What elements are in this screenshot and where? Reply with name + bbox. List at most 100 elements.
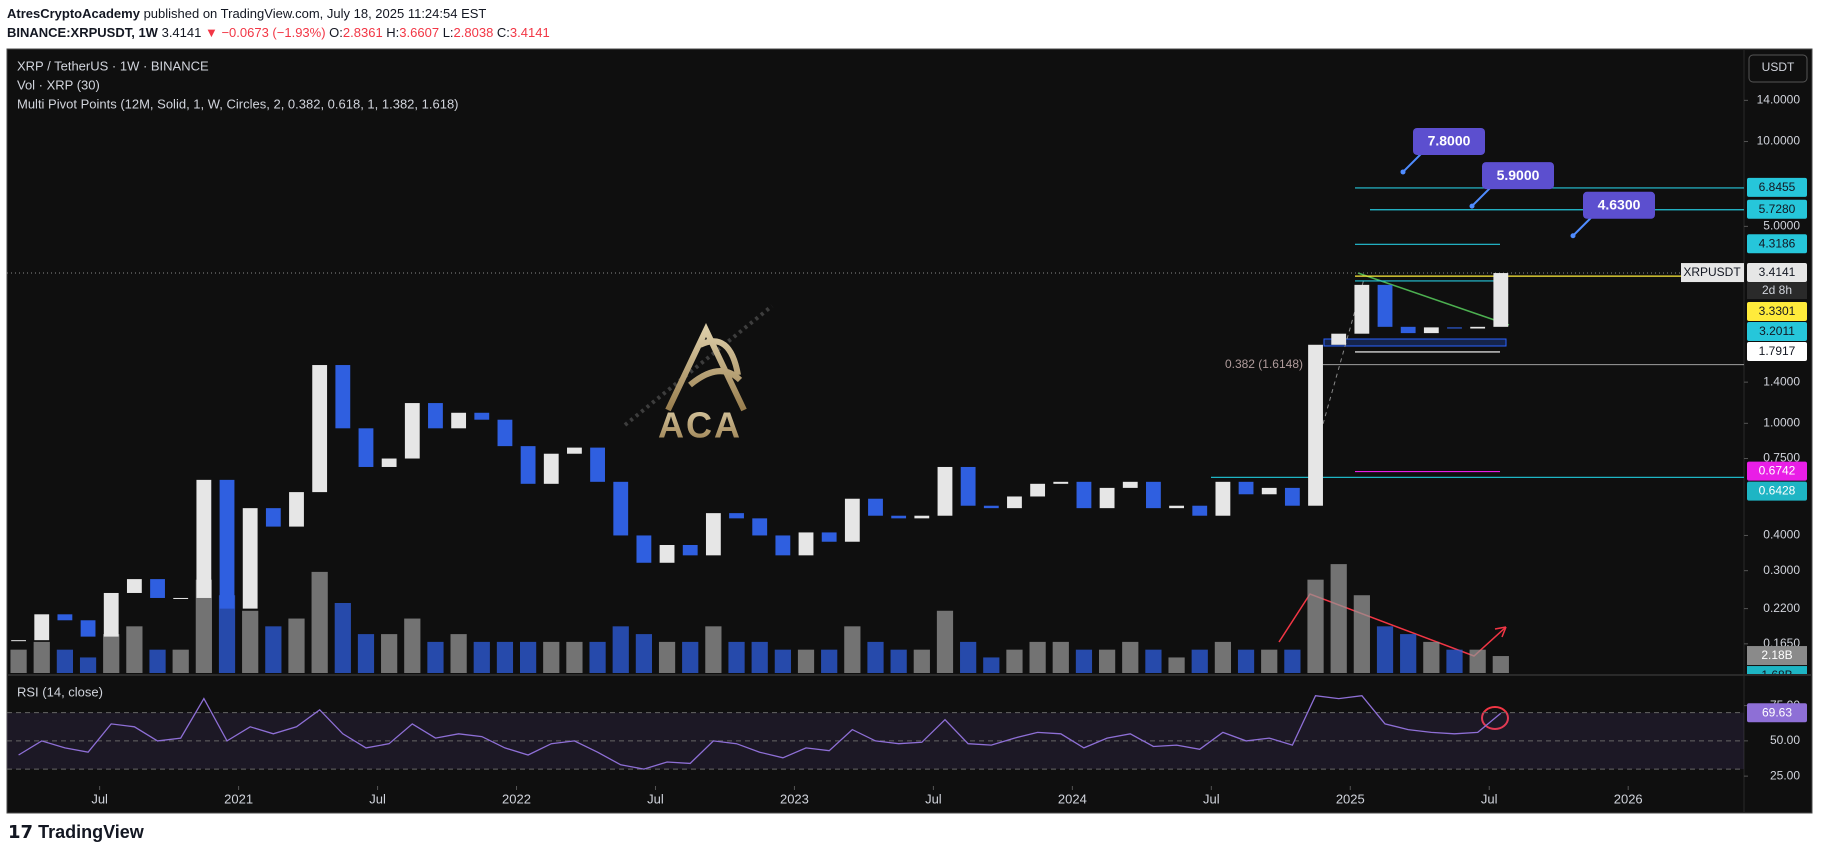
price-tag-label: 5.7280 [1759, 202, 1796, 216]
rsi-circle [1481, 706, 1509, 730]
candle [219, 479, 235, 609]
volume-bar [1376, 626, 1394, 673]
candle [1099, 487, 1115, 509]
change: ▼ −0.0673 (−1.93%) [204, 25, 326, 40]
price-tag-label: 3.4141 [1759, 265, 1796, 279]
candle [80, 620, 96, 637]
volume-bar [149, 649, 166, 673]
y-tick-label: 1.4000 [1763, 374, 1800, 388]
volume-bar [218, 595, 236, 673]
x-tick-label: Jul [1203, 791, 1220, 806]
callout-box [1583, 191, 1655, 219]
candle [34, 614, 50, 641]
price-tag [1747, 263, 1807, 283]
volume-bar [728, 641, 745, 673]
price-tag [1747, 302, 1807, 322]
candle [1354, 284, 1370, 334]
symbol-tag-label: XRPUSDT [1683, 265, 1741, 279]
legend-line: XRP / TetherUS · 1W · BINANCE [17, 58, 209, 73]
price-tag-label: 3.2011 [1759, 324, 1795, 338]
footer: 𝟭𝟳 TradingView [8, 822, 144, 843]
x-tick-label: 2023 [780, 791, 809, 806]
y-tick-label: 14.0000 [1757, 93, 1801, 107]
candle [173, 597, 189, 599]
volume-bar [1330, 564, 1347, 673]
volume-bar [589, 641, 606, 673]
candle [520, 446, 536, 484]
countdown: 2d 8h [1762, 283, 1792, 297]
volume-bar [103, 634, 120, 673]
price-tag [1747, 461, 1807, 481]
watermark: ACA [623, 304, 774, 446]
callout-pointer [1572, 217, 1592, 237]
x-tick-label: 2025 [1336, 791, 1365, 806]
candle [1377, 284, 1393, 327]
candle [1030, 483, 1046, 497]
x-tick-label: Jul [91, 791, 108, 806]
x-tick-label: 2026 [1614, 791, 1643, 806]
candle [1331, 333, 1347, 345]
price-tag-label: 4.3186 [1759, 236, 1796, 250]
volume-bar [1191, 649, 1208, 673]
candle [196, 479, 212, 598]
volume-bar [265, 626, 282, 673]
ohlc-key: C: [496, 25, 510, 40]
candle [1423, 327, 1439, 334]
price-tag [1747, 177, 1807, 197]
volume-bar [1469, 649, 1486, 673]
volume-bar [1237, 649, 1255, 673]
rsi-title: RSI (14, close) [17, 684, 103, 699]
volume-bar [496, 641, 514, 673]
candle [335, 365, 351, 429]
candle [103, 592, 119, 637]
currency-button-box[interactable] [1748, 54, 1808, 83]
ohlc-key: L: [442, 25, 454, 40]
candle [636, 535, 652, 563]
volume-bar [1400, 634, 1417, 673]
trend-line [1357, 272, 1510, 326]
candle [404, 403, 420, 459]
price-tag-label: 3.3301 [1759, 304, 1796, 318]
volume-tag [1747, 646, 1807, 666]
volume-bar [797, 649, 815, 673]
volume-bar [682, 641, 699, 673]
candle [613, 481, 629, 536]
volume-bar [566, 641, 583, 673]
candle [543, 453, 559, 484]
candle [358, 428, 374, 467]
candle [1308, 344, 1323, 506]
volume-bar [1168, 657, 1185, 673]
rsi-tick-label: 25.00 [1770, 768, 1800, 782]
volume-bar [450, 634, 467, 673]
candle [289, 492, 304, 527]
volume-bar [1214, 641, 1232, 673]
callout-pointer [1471, 187, 1491, 207]
callout-box [1482, 162, 1554, 190]
currency-button-label[interactable]: USDT [1762, 60, 1795, 74]
y-tick-label: 0.3000 [1763, 563, 1800, 577]
header-line: BINANCE:XRPUSDT, 1W 3.4141 ▼ −0.0673 (−1… [7, 23, 550, 42]
volume-arrow [1278, 593, 1507, 657]
volume-bar [311, 571, 328, 673]
ohlc-key: O: [329, 25, 343, 40]
volume-bar [242, 610, 259, 673]
watermark-logo [665, 323, 747, 412]
candle [590, 447, 605, 482]
y-tick-label: 0.4000 [1763, 528, 1800, 542]
volume-tag-label: 2.18B [1761, 648, 1792, 662]
volume-bar [404, 618, 421, 673]
candle [150, 579, 165, 598]
y-tick-label: 1.0000 [1763, 415, 1800, 429]
volume-bar [960, 641, 977, 673]
volume-bar [1446, 649, 1463, 673]
candle [381, 458, 397, 467]
rsi-tick-label: 50.00 [1770, 733, 1800, 747]
header-line: AtresCryptoAcademy published on TradingV… [7, 4, 550, 23]
volume-ma-tag [1747, 666, 1807, 674]
volume-bar [635, 634, 653, 673]
candle [798, 532, 814, 556]
price-tag-label: 0.6428 [1759, 484, 1796, 498]
volume-bar [844, 626, 861, 673]
currency-button[interactable]: USDT [1748, 54, 1808, 83]
